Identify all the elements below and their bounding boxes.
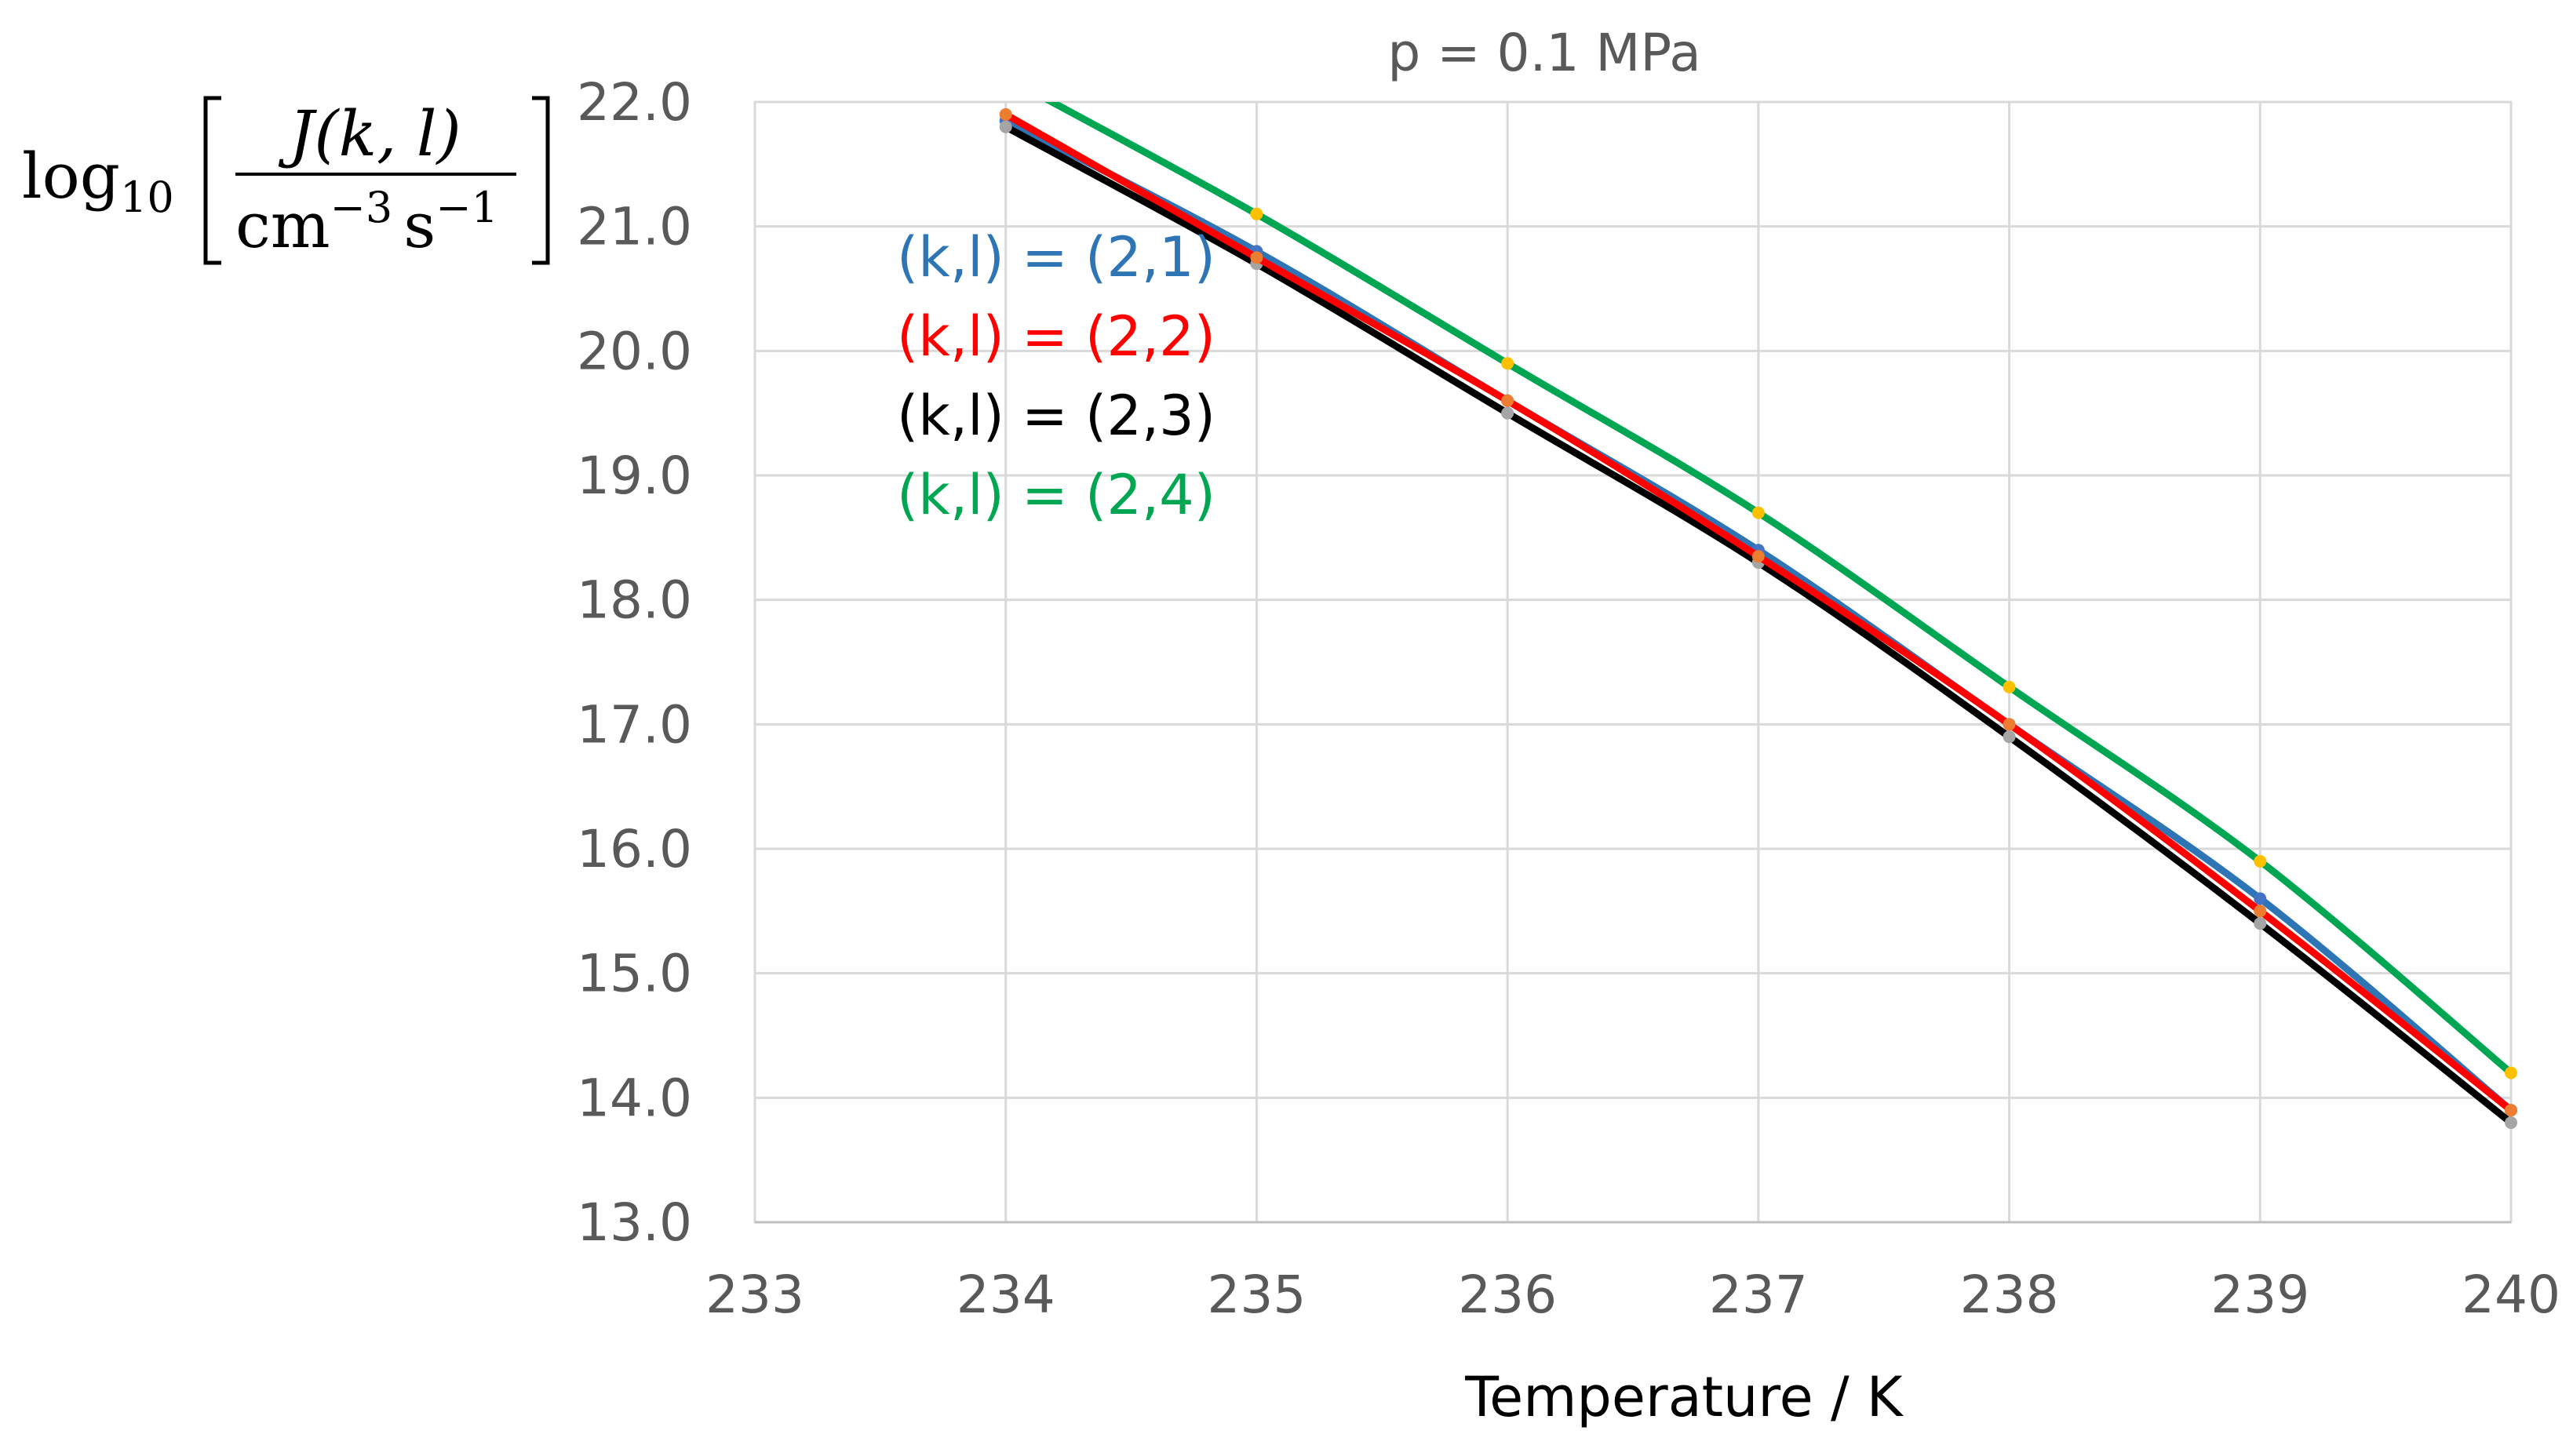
y-tick-label: 20.0 xyxy=(577,321,692,381)
x-tick-label: 236 xyxy=(1458,1265,1557,1325)
data-point xyxy=(1501,394,1514,407)
x-tick-label: 238 xyxy=(1960,1265,2059,1325)
x-axis-title: Temperature / K xyxy=(1464,1365,1904,1429)
y-tick-labels: 13.0 14.0 15.0 16.0 17.0 18.0 19.0 20.0 21.0 22.0 xyxy=(577,72,692,1253)
y-axis-title-right-bracket xyxy=(532,96,550,265)
y-axis-title-denominator-unit-exp: −1 xyxy=(436,183,498,232)
y-tick-label: 17.0 xyxy=(577,694,692,755)
y-tick-label: 13.0 xyxy=(577,1192,692,1253)
y-axis-title-log-prefix: log xyxy=(22,140,120,213)
data-point xyxy=(2505,1104,2517,1117)
data-point xyxy=(999,120,1012,133)
data-point xyxy=(2003,680,2016,693)
data-point xyxy=(1501,406,1514,420)
y-tick-label: 21.0 xyxy=(577,197,692,257)
y-axis-title-log-subscript: 10 xyxy=(120,173,174,222)
y-axis-title-denominator-exp: −3 xyxy=(330,183,393,232)
y-axis-title-denominator-unit: s xyxy=(403,189,436,262)
y-axis-title-denominator-base: cm xyxy=(235,189,330,262)
data-point xyxy=(999,107,1012,121)
y-axis-title-log: log10 xyxy=(22,140,174,222)
legend-entry: (k,l) = (2,1) xyxy=(897,225,1215,289)
y-axis-title-left-bracket xyxy=(203,96,221,265)
y-axis-title: log10 J(k, l) cm−3 s−1 xyxy=(22,96,550,265)
data-point xyxy=(2254,917,2267,930)
x-tick-label: 235 xyxy=(1207,1265,1306,1325)
legend-entry: (k,l) = (2,2) xyxy=(897,304,1215,369)
data-point xyxy=(2003,730,2016,744)
y-tick-label: 16.0 xyxy=(577,819,692,879)
data-point xyxy=(1751,506,1765,519)
data-point xyxy=(2254,854,2267,868)
y-axis-title-denominator: cm−3 s−1 xyxy=(235,183,498,262)
y-axis-title-numerator: J(k, l) xyxy=(278,97,461,170)
data-point xyxy=(1751,550,1765,563)
y-tick-label: 18.0 xyxy=(577,570,692,631)
y-tick-label: 19.0 xyxy=(577,446,692,506)
x-tick-label: 239 xyxy=(2210,1265,2309,1325)
data-point xyxy=(1501,357,1514,370)
y-tick-label: 15.0 xyxy=(577,944,692,1004)
data-point xyxy=(2505,1066,2517,1079)
y-tick-label: 22.0 xyxy=(577,72,692,133)
x-tick-label: 233 xyxy=(705,1265,804,1325)
x-tick-label: 240 xyxy=(2462,1265,2560,1325)
series-lines xyxy=(999,102,2517,1130)
legend-entry: (k,l) = (2,3) xyxy=(897,384,1215,448)
data-point xyxy=(2003,718,2016,731)
data-point xyxy=(2505,1116,2517,1130)
legend: (k,l) = (2,1) (k,l) = (2,2) (k,l) = (2,3) (… xyxy=(897,225,1215,527)
data-point xyxy=(2254,892,2267,905)
x-tick-labels: 233 234 235 236 237 238 239 240 xyxy=(705,1265,2560,1325)
chart-title: p = 0.1 MPa xyxy=(1387,23,1700,83)
y-tick-label: 14.0 xyxy=(577,1068,692,1128)
legend-entry: (k,l) = (2,4) xyxy=(897,463,1215,527)
data-point xyxy=(1250,251,1263,264)
data-point xyxy=(1250,207,1263,220)
x-tick-label: 237 xyxy=(1709,1265,1808,1325)
data-point xyxy=(2254,905,2267,918)
x-tick-label: 234 xyxy=(957,1265,1055,1325)
